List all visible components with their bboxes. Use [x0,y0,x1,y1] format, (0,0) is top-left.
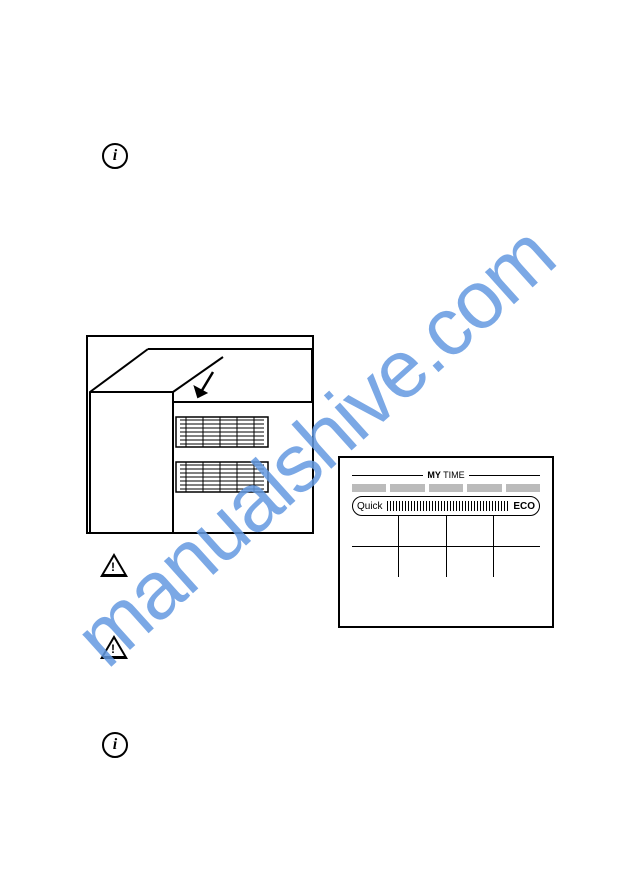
warning-icon: ! [100,553,128,577]
info-icon: i [102,732,128,758]
eco-label: ECO [513,501,535,512]
quick-label: Quick [357,501,383,512]
info-letter: i [113,736,117,754]
figure-dishwasher [86,335,314,534]
panel-header-row: MY TIME [352,470,540,480]
indicator-row [352,484,540,492]
figure-control-panel: MY TIME Quick ECO [338,456,554,628]
info-letter: i [113,147,117,165]
warning-icon: ! [100,635,128,659]
info-icon: i [102,143,128,169]
slider-track: Quick ECO [352,496,540,516]
